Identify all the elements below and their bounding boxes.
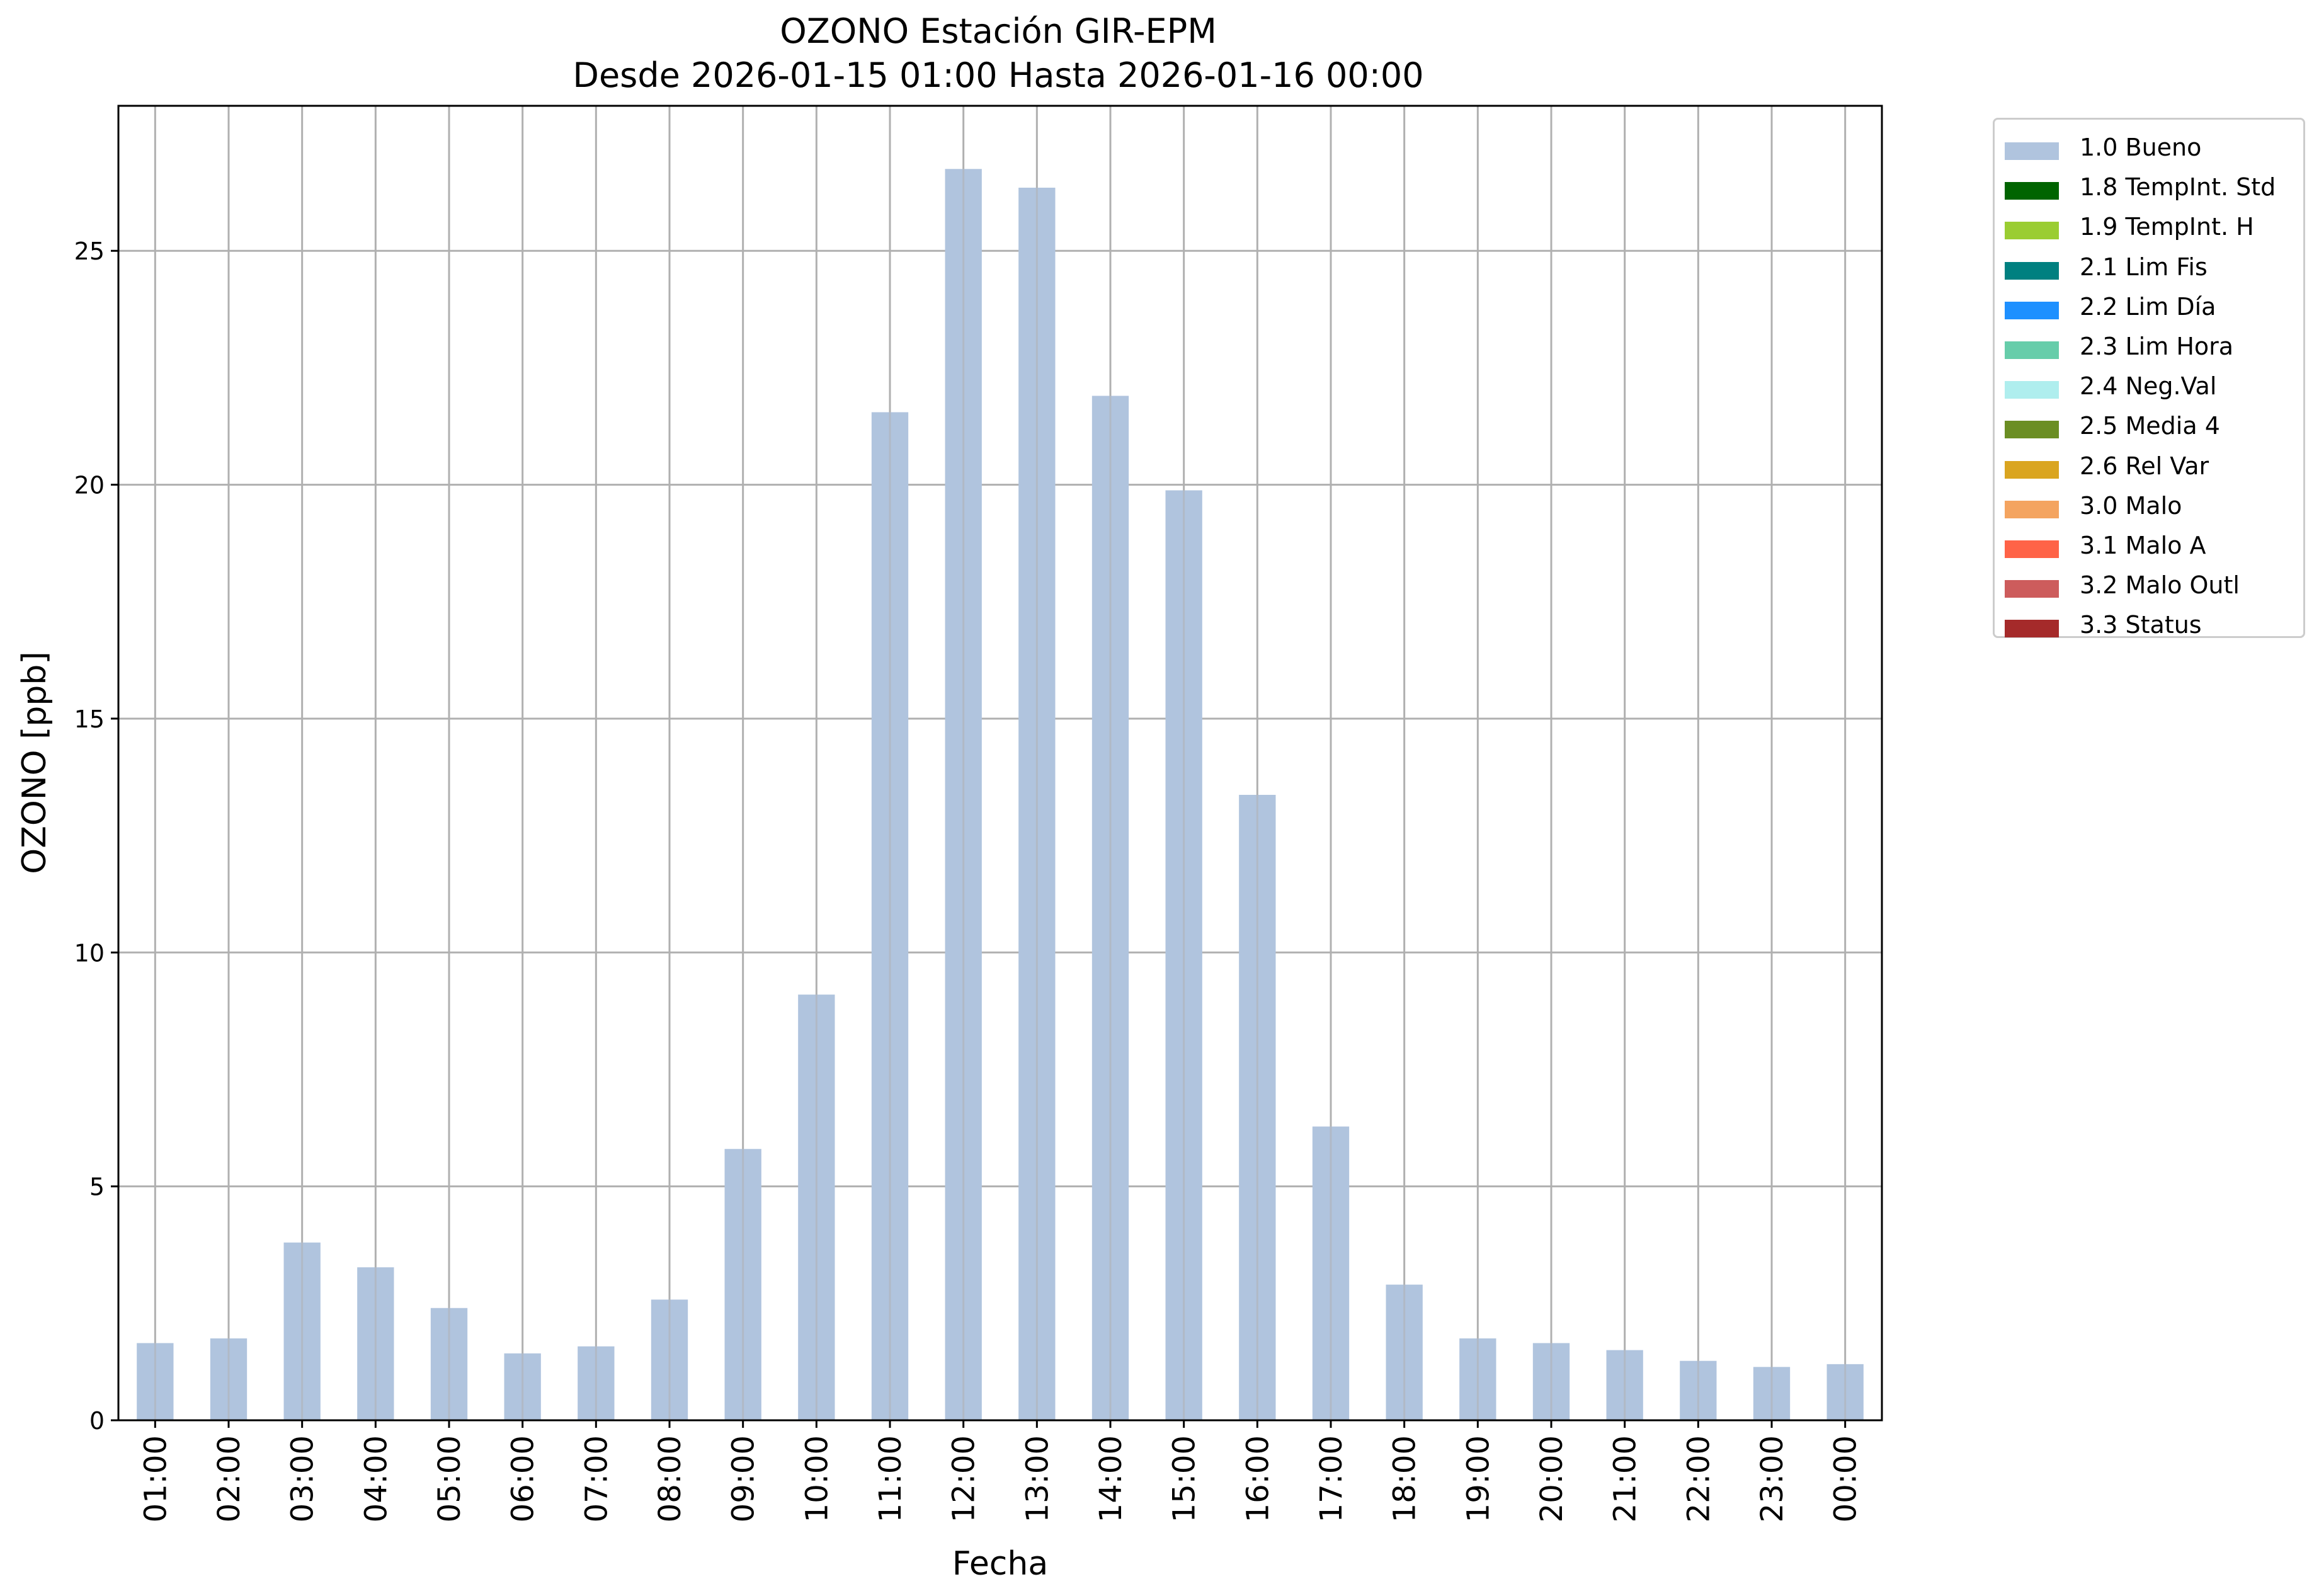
legend-label: 1.0 Bueno bbox=[2080, 134, 2202, 161]
legend-item: 2.2 Lim Día bbox=[1995, 290, 2303, 326]
y-axis-label: OZONO [ppb] bbox=[16, 651, 54, 874]
legend-swatch bbox=[2005, 261, 2059, 280]
x-tick-label: 00:00 bbox=[1828, 1435, 1864, 1522]
legend-label: 3.0 Malo bbox=[2080, 491, 2182, 520]
legend-swatch bbox=[2005, 182, 2059, 200]
x-tick-label: 13:00 bbox=[1020, 1435, 1055, 1522]
legend-item: 1.9 TempInt. H bbox=[1995, 210, 2303, 246]
x-axis: 01:00 02:00 03:00 04:00 05:00 06:00 07:00 08:00… bbox=[138, 1420, 1864, 1522]
x-tick-label: 08:00 bbox=[652, 1435, 688, 1522]
legend-item: 2.3 Lim Hora bbox=[1995, 330, 2303, 365]
legend-item: 3.1 Malo A bbox=[1995, 529, 2303, 564]
x-tick-label: 03:00 bbox=[285, 1435, 321, 1522]
x-tick-label: 06:00 bbox=[506, 1435, 541, 1522]
legend-swatch bbox=[2005, 540, 2059, 558]
legend-swatch bbox=[2005, 580, 2059, 598]
legend-label: 2.3 Lim Hora bbox=[2080, 333, 2234, 360]
x-tick-label: 22:00 bbox=[1681, 1435, 1716, 1522]
x-tick-label: 10:00 bbox=[799, 1435, 835, 1522]
x-tick-label: 19:00 bbox=[1461, 1435, 1496, 1522]
legend-label: 3.2 Malo Outl bbox=[2080, 571, 2240, 600]
x-tick-label: 20:00 bbox=[1534, 1435, 1570, 1522]
legend-item: 1.0 Bueno bbox=[1995, 131, 2303, 166]
legend-item: 3.0 Malo bbox=[1995, 489, 2303, 525]
x-tick-label: 05:00 bbox=[432, 1435, 467, 1522]
x-tick-label: 11:00 bbox=[873, 1435, 908, 1522]
x-tick-label: 17:00 bbox=[1314, 1435, 1349, 1522]
x-tick-label: 12:00 bbox=[947, 1435, 982, 1522]
x-axis-label: Fecha bbox=[952, 1545, 1048, 1583]
legend-item: 3.2 Malo Outl bbox=[1995, 569, 2303, 604]
y-tick-label: 20 bbox=[74, 472, 105, 499]
x-tick-label: 23:00 bbox=[1755, 1435, 1790, 1522]
y-tick-label: 0 bbox=[89, 1407, 105, 1435]
x-tick-label: 16:00 bbox=[1240, 1435, 1275, 1522]
x-tick-label: 01:00 bbox=[138, 1435, 173, 1522]
legend-label: 3.3 Status bbox=[2080, 611, 2202, 639]
legend-swatch bbox=[2005, 142, 2059, 160]
legend-label: 2.1 Lim Fis bbox=[2080, 253, 2208, 281]
y-axis: 0 5 10 15 20 25 bbox=[74, 237, 118, 1435]
legend-item: 2.4 Neg.Val bbox=[1995, 370, 2303, 405]
legend-swatch bbox=[2005, 500, 2059, 518]
x-tick-label: 14:00 bbox=[1093, 1435, 1129, 1522]
x-tick-label: 02:00 bbox=[212, 1435, 247, 1522]
legend-label: 2.4 Neg.Val bbox=[2080, 372, 2217, 401]
y-tick-label: 15 bbox=[74, 705, 105, 733]
x-tick-label: 07:00 bbox=[579, 1435, 614, 1522]
grid-layer bbox=[118, 106, 1882, 1420]
x-tick-label: 21:00 bbox=[1608, 1435, 1643, 1522]
x-tick-label: 18:00 bbox=[1387, 1435, 1423, 1522]
legend-swatch bbox=[2005, 460, 2059, 479]
y-tick-label: 5 bbox=[89, 1173, 105, 1201]
legend-item: 1.8 TempInt. Std bbox=[1995, 171, 2303, 206]
y-tick-label: 10 bbox=[74, 939, 105, 967]
legend-item: 3.3 Status bbox=[1995, 608, 2303, 644]
chart-title: OZONO Estación GIR-EPM bbox=[780, 11, 1217, 51]
legend-item: 2.1 Lim Fis bbox=[1995, 251, 2303, 286]
legend: 1.0 Bueno 1.8 TempInt. Std 1.9 TempInt. H 2… bbox=[1993, 118, 2305, 639]
legend-swatch bbox=[2005, 341, 2059, 359]
legend-label: 2.2 Lim Día bbox=[2080, 292, 2216, 321]
bar-layer bbox=[137, 169, 1864, 1421]
legend-swatch bbox=[2005, 421, 2059, 439]
legend-swatch bbox=[2005, 301, 2059, 319]
x-tick-label: 15:00 bbox=[1167, 1435, 1202, 1522]
plot-frame bbox=[117, 105, 1883, 1422]
y-tick-label: 25 bbox=[74, 237, 105, 265]
legend-swatch bbox=[2005, 222, 2059, 240]
x-tick-label: 04:00 bbox=[358, 1435, 394, 1522]
legend-item: 2.5 Media 4 bbox=[1995, 409, 2303, 445]
legend-swatch bbox=[2005, 620, 2059, 638]
legend-label: 1.9 TempInt. H bbox=[2080, 213, 2254, 241]
chart-subtitle: Desde 2026-01-15 01:00 Hasta 2026-01-16 … bbox=[573, 55, 1423, 95]
legend-label: 1.8 TempInt. Std bbox=[2080, 173, 2276, 202]
legend-label: 2.6 Rel Var bbox=[2080, 452, 2209, 480]
x-tick-label: 09:00 bbox=[726, 1435, 761, 1522]
legend-label: 3.1 Malo A bbox=[2080, 532, 2206, 559]
legend-item: 2.6 Rel Var bbox=[1995, 450, 2303, 485]
legend-label: 2.5 Media 4 bbox=[2080, 412, 2220, 440]
legend-swatch bbox=[2005, 381, 2059, 399]
